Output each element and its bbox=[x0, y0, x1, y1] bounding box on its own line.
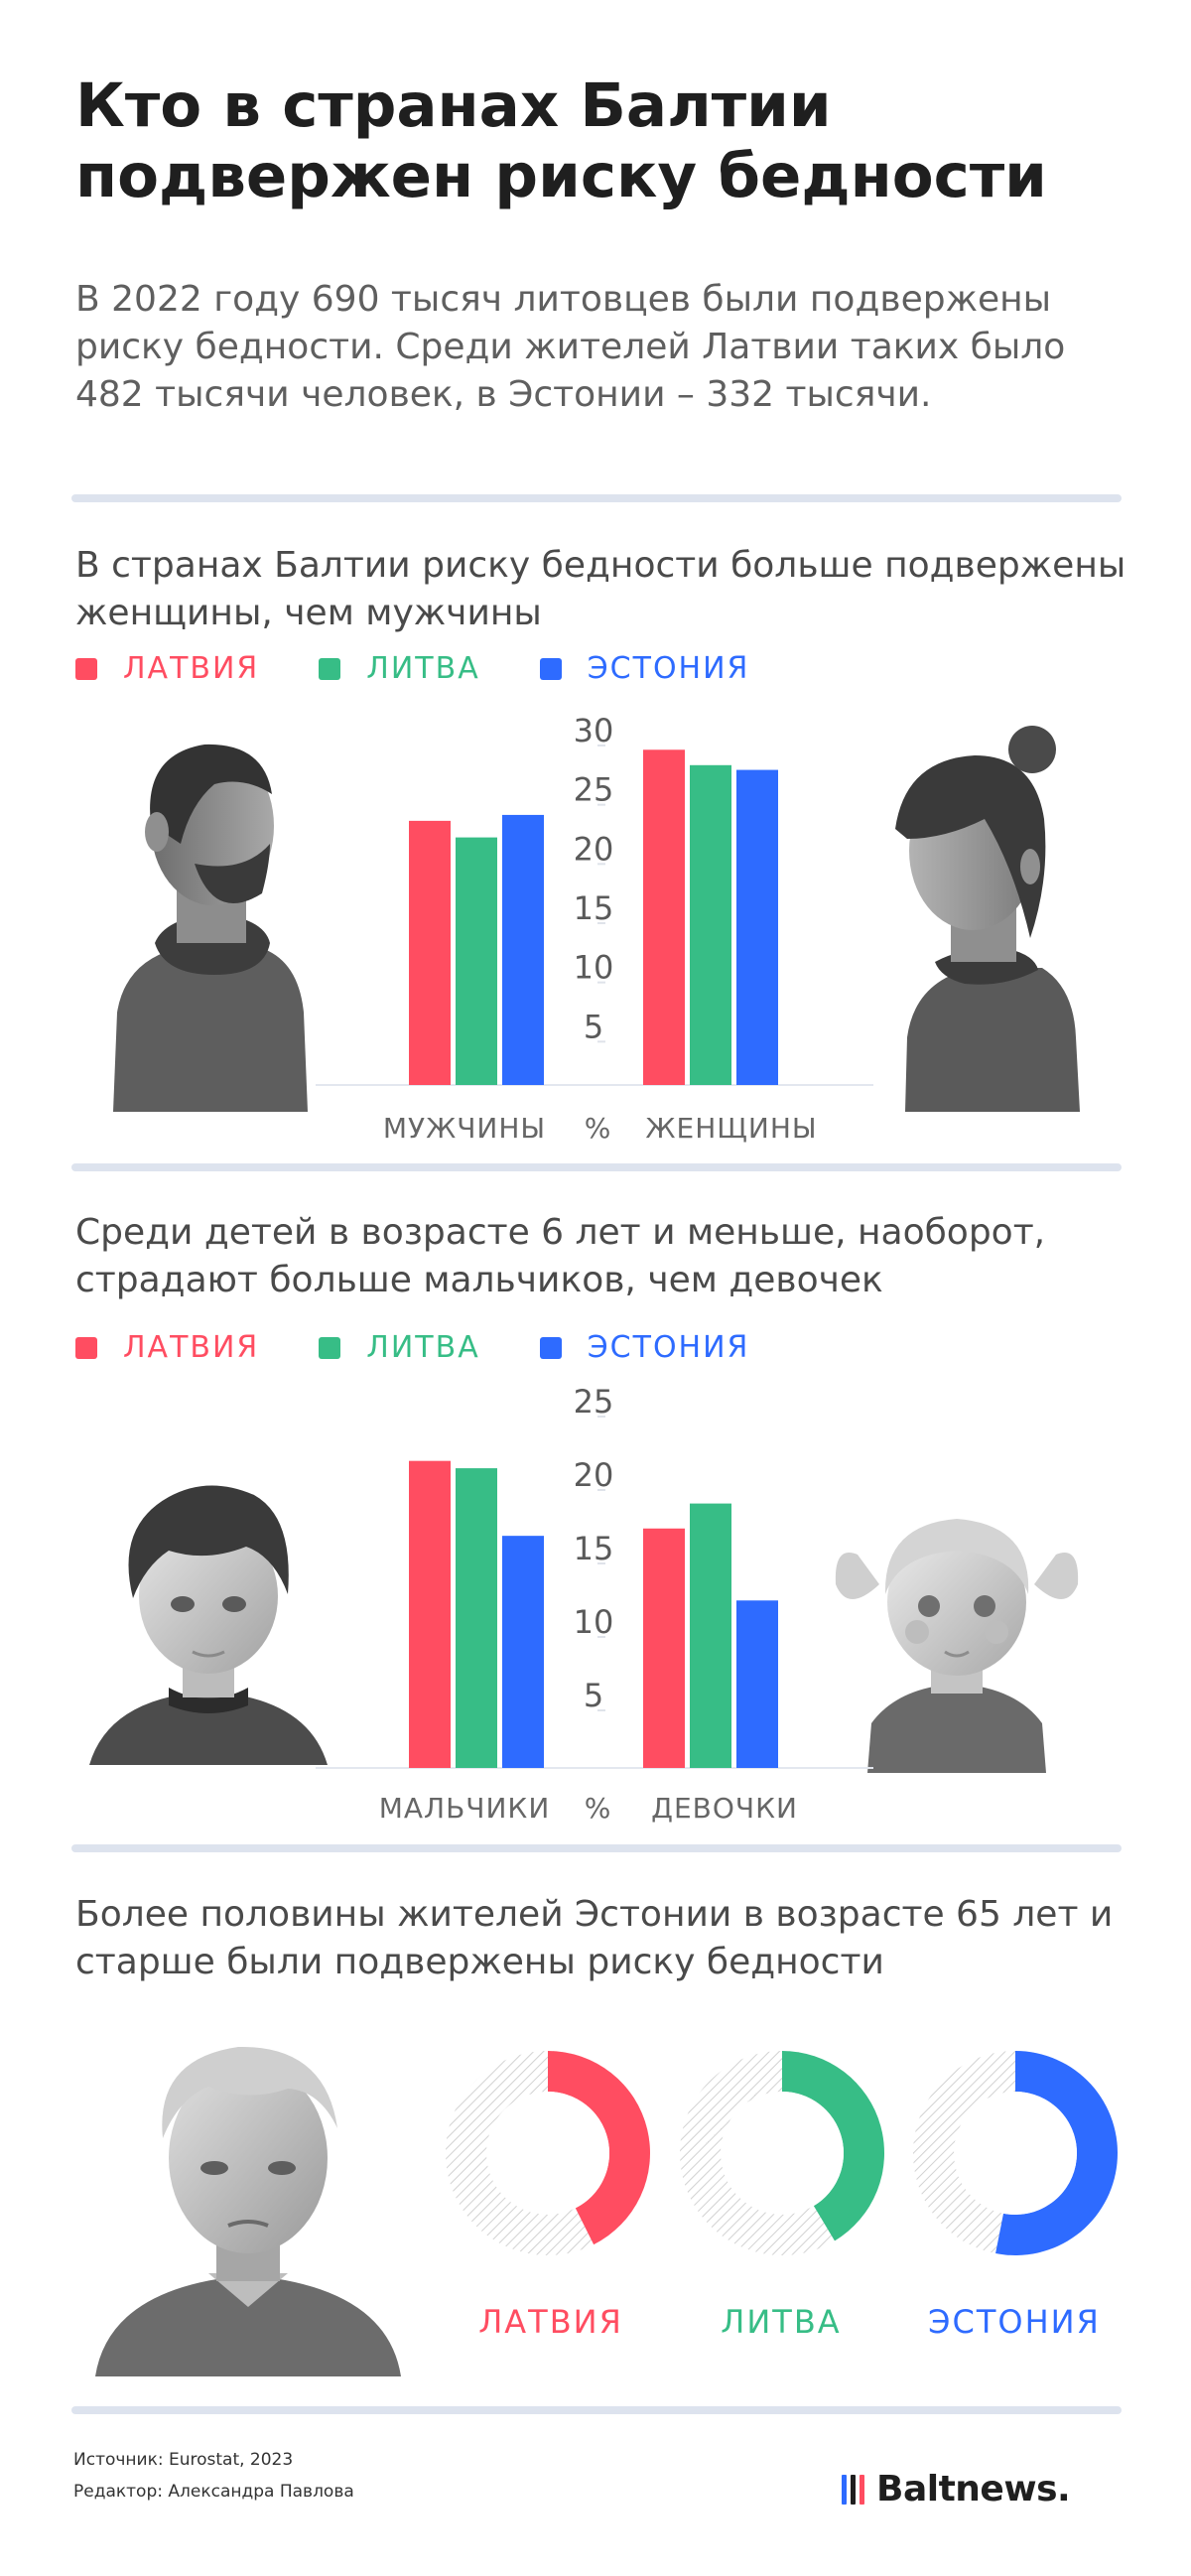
legend-label-latvia: ЛАТВИЯ bbox=[123, 1330, 260, 1365]
donut-lithuania-number: 41,4 bbox=[730, 2137, 812, 2176]
logo-bars-icon bbox=[842, 2474, 868, 2505]
legend-item-latvia: ЛАТВИЯ bbox=[75, 1330, 259, 1365]
man-portrait bbox=[113, 744, 308, 1112]
donut-estonia-label: ЭСТОНИЯ bbox=[928, 2303, 1101, 2341]
bar-2-ЛАТВИЯ-МАЛЬЧИКИ bbox=[409, 1460, 451, 1768]
woman-portrait bbox=[895, 726, 1080, 1112]
legend-children: ЛАТВИЯ ЛИТВА ЭСТОНИЯ bbox=[75, 1330, 809, 1365]
chart1-category-label-men: МУЖЧИНЫ bbox=[382, 1112, 547, 1145]
chart1-unit-label: % bbox=[584, 1112, 611, 1145]
divider bbox=[71, 2406, 1122, 2414]
bar-1-ЭСТОНИЯ-ЖЕНЩИНЫ bbox=[736, 769, 778, 1085]
editor-text: Редактор: Александра Павлова bbox=[73, 2482, 354, 2502]
chart2-unit-label: % bbox=[584, 1792, 611, 1825]
intro-text: В 2022 году 690 тысяч литовцев были подв… bbox=[75, 279, 1066, 415]
legend-swatch-lithuania bbox=[319, 1336, 341, 1359]
donut-lithuania-value: 41,4% bbox=[697, 2137, 865, 2176]
chart1-category-label-women: ЖЕНЩИНЫ bbox=[645, 1112, 818, 1145]
bar-2-ЛАТВИЯ-ДЕВОЧКИ bbox=[643, 1528, 685, 1768]
section-title-gender: В странах Балтии риску бедности больше п… bbox=[75, 545, 1126, 634]
baltnews-logo: Baltnews. bbox=[842, 2469, 1071, 2509]
chart2-tick-5: 5 bbox=[584, 1677, 603, 1714]
donut-latvia-unit: % bbox=[581, 2149, 601, 2173]
chart2-category-label-boys: МАЛЬЧИКИ bbox=[378, 1792, 551, 1825]
divider bbox=[71, 1163, 1122, 1171]
bar-1-ЛИТВА-МУЖЧИНЫ bbox=[456, 837, 497, 1085]
legend-swatch-estonia bbox=[539, 1336, 562, 1359]
legend-swatch-latvia bbox=[75, 657, 97, 680]
donut-lithuania-unit: % bbox=[811, 2149, 832, 2173]
divider bbox=[71, 1844, 1122, 1852]
chart1-tick-10: 10 bbox=[574, 949, 614, 987]
bar-1-ЭСТОНИЯ-МУЖЧИНЫ bbox=[502, 814, 544, 1085]
section-title-elderly: Более половины жителей Эстонии в возраст… bbox=[75, 1894, 1114, 1983]
chart2-tick-15: 15 bbox=[574, 1530, 614, 1567]
chart1-tick-15: 15 bbox=[574, 889, 614, 927]
donut-estonia-value: 53,1% bbox=[930, 2137, 1099, 2176]
legend-item-lithuania: ЛИТВА bbox=[319, 1330, 479, 1365]
legend-swatch-estonia bbox=[539, 657, 562, 680]
legend-item-lithuania: ЛИТВА bbox=[319, 651, 479, 686]
legend-label-estonia: ЭСТОНИЯ bbox=[587, 651, 750, 686]
boy-portrait bbox=[89, 1485, 328, 1765]
chart1-tick-30: 30 bbox=[574, 712, 614, 749]
chart1-tick-20: 20 bbox=[574, 830, 614, 868]
section-title-children: Среди детей в возрасте 6 лет и меньше, н… bbox=[75, 1212, 1046, 1301]
old-man-portrait bbox=[95, 2046, 401, 2376]
chart1-tick-25: 25 bbox=[574, 771, 614, 809]
legend-label-latvia: ЛАТВИЯ bbox=[123, 651, 260, 686]
legend-item-estonia: ЭСТОНИЯ bbox=[539, 651, 750, 686]
legend-label-lithuania: ЛИТВА bbox=[366, 1330, 480, 1365]
donut-latvia-value: 42,6% bbox=[466, 2137, 635, 2176]
legend-label-estonia: ЭСТОНИЯ bbox=[587, 1330, 750, 1365]
legend-label-lithuania: ЛИТВА bbox=[366, 651, 480, 686]
legend-gender: ЛАТВИЯ ЛИТВА ЭСТОНИЯ bbox=[75, 651, 809, 686]
donut-estonia-number: 53,1 bbox=[964, 2137, 1045, 2176]
logo-text: Baltnews. bbox=[876, 2469, 1071, 2509]
donut-latvia-number: 42,6 bbox=[500, 2137, 582, 2176]
chart2-category-label-girls: ДЕВОЧКИ bbox=[651, 1792, 798, 1825]
donut-latvia-label: ЛАТВИЯ bbox=[478, 2303, 623, 2341]
page-title: Кто в странах Балтии подвержен риску бед… bbox=[75, 70, 1047, 211]
legend-item-estonia: ЭСТОНИЯ bbox=[539, 1330, 750, 1365]
divider bbox=[71, 494, 1122, 502]
bar-1-ЛАТВИЯ-МУЖЧИНЫ bbox=[409, 820, 451, 1085]
chart2-tick-10: 10 bbox=[574, 1603, 614, 1641]
chart2-tick-25: 25 bbox=[574, 1383, 614, 1421]
bar-1-ЛАТВИЯ-ЖЕНЩИНЫ bbox=[643, 749, 685, 1085]
legend-item-latvia: ЛАТВИЯ bbox=[75, 651, 259, 686]
donut-estonia-unit: % bbox=[1044, 2149, 1065, 2173]
bar-2-ЭСТОНИЯ-МАЛЬЧИКИ bbox=[502, 1536, 544, 1768]
chart2-tick-20: 20 bbox=[574, 1456, 614, 1494]
source-text: Источник: Eurostat, 2023 bbox=[73, 2450, 294, 2470]
donut-lithuania-label: ЛИТВА bbox=[721, 2303, 842, 2341]
bar-2-ЭСТОНИЯ-ДЕВОЧКИ bbox=[736, 1600, 778, 1768]
girl-portrait bbox=[835, 1519, 1079, 1773]
chart1-tick-5: 5 bbox=[584, 1008, 603, 1045]
legend-swatch-latvia bbox=[75, 1336, 97, 1359]
bar-2-ЛИТВА-МАЛЬЧИКИ bbox=[456, 1468, 497, 1768]
bar-1-ЛИТВА-ЖЕНЩИНЫ bbox=[690, 764, 731, 1085]
bar-2-ЛИТВА-ДЕВОЧКИ bbox=[690, 1503, 731, 1768]
legend-swatch-lithuania bbox=[319, 657, 341, 680]
